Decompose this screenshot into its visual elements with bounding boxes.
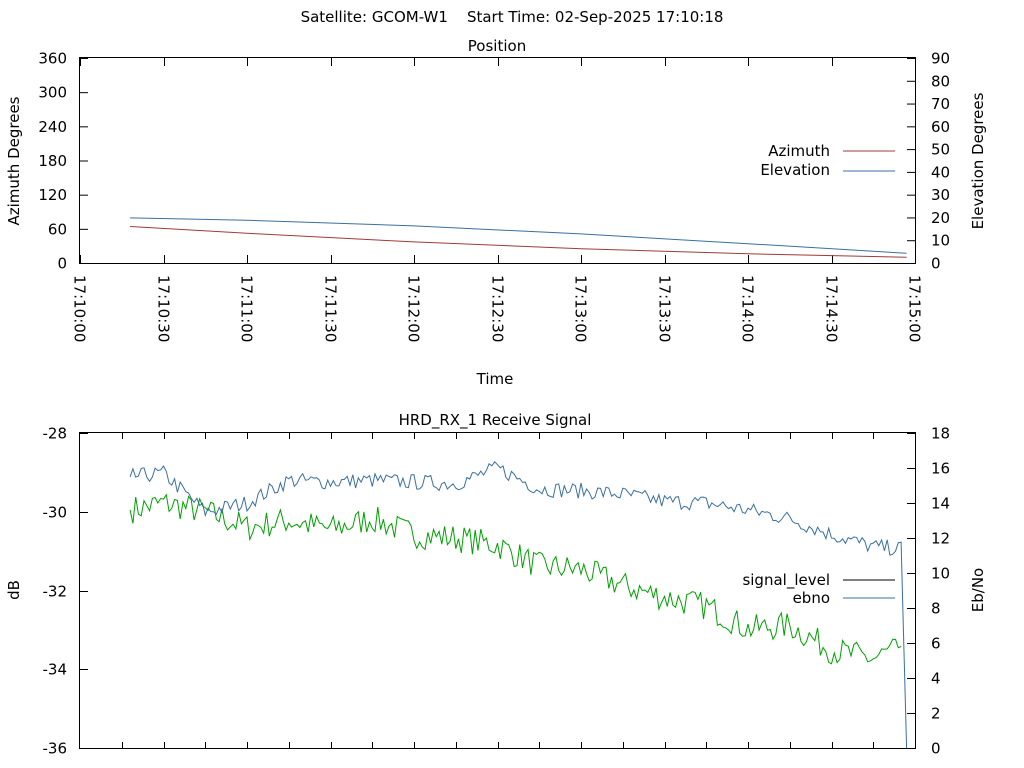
position-ticks: 0 60 120 180 240 300 360 0 10 20 30 40 50 60 70 80 90 17:… <box>38 50 950 343</box>
signal-y-tick-label: -28 <box>43 425 68 443</box>
signal-y2-tick-label: 12 <box>931 530 950 548</box>
position-y-axis-label: Azimuth Degrees <box>5 96 23 225</box>
position-y-tick-label: 300 <box>38 84 67 102</box>
satellite-name: GCOM-W1 <box>371 8 448 26</box>
signal-y2-tick-label: 14 <box>931 495 950 513</box>
position-y2-tick-label: 80 <box>931 72 950 90</box>
position-x-axis-label: Time <box>476 370 514 388</box>
receive-signal-y-axis-label: dB <box>5 580 23 600</box>
receive-signal-legend: signal_level ebno <box>736 570 896 608</box>
position-x-tick-label: 17:12:30 <box>489 275 507 342</box>
position-y-tick-label: 0 <box>57 255 67 273</box>
satellite-label: Satellite: <box>300 8 368 26</box>
receive-signal-series <box>129 461 908 749</box>
start-time-value: 02-Sep-2025 17:10:18 <box>554 8 724 26</box>
position-chart: Position 0 60 120 180 240 300 360 0 10 20 30 40 50 60… <box>5 37 987 388</box>
receive-signal-y2-axis-label: Eb/No <box>969 568 987 612</box>
receive-signal-plot-frame <box>79 432 916 749</box>
position-y2-tick-label: 30 <box>931 186 950 204</box>
position-x-tick-label: 17:14:30 <box>823 275 841 342</box>
signal-y2-tick-label: 18 <box>931 425 950 443</box>
signal-y-tick-label: -32 <box>43 583 68 601</box>
legend-azimuth-label: Azimuth <box>768 142 830 160</box>
position-legend: Azimuth Elevation <box>760 142 895 179</box>
position-title: Position <box>468 37 526 55</box>
receive-signal-title: HRD_RX_1 Receive Signal <box>399 411 592 430</box>
position-y2-tick-label: 50 <box>931 141 950 159</box>
position-y2-tick-label: 60 <box>931 118 950 136</box>
legend-signal-level-label: signal_level <box>742 571 830 590</box>
signal-y2-tick-label: 4 <box>931 670 941 688</box>
signal-series-ebno <box>129 461 908 749</box>
position-y-tick-label: 240 <box>38 118 67 136</box>
start-time-label: Start Time: <box>466 8 551 26</box>
position-x-tick-label: 17:11:30 <box>322 275 340 342</box>
position-y2-tick-label: 40 <box>931 163 950 181</box>
position-x-tick-label: 17:15:00 <box>906 275 924 342</box>
chart-header: Satellite: GCOM-W1 Start Time: 02-Sep-20… <box>0 8 1024 26</box>
position-x-tick-label: 17:10:00 <box>71 275 89 342</box>
signal-y2-tick-label: 6 <box>931 635 941 653</box>
position-series-elevation <box>130 217 907 254</box>
receive-signal-ticks: -36 -34 -32 -30 -28 0 2 4 6 8 10 12 14 16 18 <box>43 425 951 758</box>
position-y2-tick-label: 20 <box>931 209 950 227</box>
position-y-tick-label: 120 <box>38 186 67 204</box>
signal-y-tick-label: -34 <box>43 661 68 679</box>
position-series <box>130 217 907 258</box>
legend-elevation-label: Elevation <box>760 161 830 179</box>
position-series-azimuth <box>130 226 907 258</box>
position-y2-tick-label: 10 <box>931 232 950 250</box>
position-y-tick-label: 360 <box>38 50 67 68</box>
position-x-tick-label: 17:13:00 <box>572 275 590 342</box>
legend-ebno-label: ebno <box>793 589 830 607</box>
legend-backdrop <box>736 570 896 608</box>
position-x-tick-label: 17:11:00 <box>238 275 256 342</box>
position-y-tick-label: 180 <box>38 152 67 170</box>
receive-signal-chart: HRD_RX_1 Receive Signal -36 -34 -32 -30 -28 0… <box>5 411 987 758</box>
signal-y2-tick-label: 16 <box>931 460 950 478</box>
position-y2-tick-label: 70 <box>931 95 950 113</box>
signal-y2-tick-label: 0 <box>931 740 941 758</box>
position-y2-tick-label: 0 <box>931 255 941 273</box>
position-y2-axis-label: Elevation Degrees <box>969 92 987 229</box>
position-x-tick-label: 17:12:00 <box>405 275 423 342</box>
signal-y-tick-label: -30 <box>43 504 68 522</box>
signal-y2-tick-label: 10 <box>931 565 950 583</box>
position-x-tick-label: 17:14:00 <box>739 275 757 342</box>
position-y2-tick-label: 90 <box>931 50 950 68</box>
position-y-tick-label: 60 <box>48 220 67 238</box>
signal-y-tick-label: -36 <box>43 740 68 758</box>
signal-series-signal-level-trace <box>129 493 902 665</box>
signal-y2-tick-label: 8 <box>931 600 941 618</box>
position-x-tick-label: 17:13:30 <box>656 275 674 342</box>
signal-y2-tick-label: 2 <box>931 705 941 723</box>
position-x-tick-label: 17:10:30 <box>155 275 173 342</box>
position-plot-frame <box>79 57 916 264</box>
